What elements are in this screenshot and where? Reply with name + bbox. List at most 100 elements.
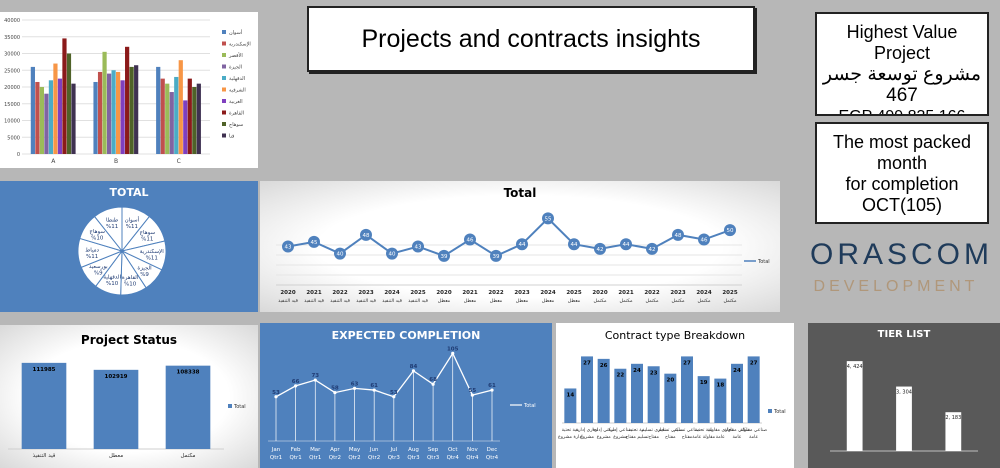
pie-slice-label: طنطا (106, 218, 118, 224)
y-tick-label: 0 (17, 152, 20, 158)
data-label: 53 (390, 390, 398, 396)
data-label: 50 (727, 228, 734, 234)
legend-swatch (222, 122, 226, 126)
total-pie-svg: أسوان%11سوهاج%11الإسكندرية%11الجيزة%9الق… (77, 206, 167, 296)
data-label: 42 (649, 247, 656, 253)
data-point (274, 395, 278, 399)
x-tick-label: تجاري إدارة (576, 428, 599, 433)
y-tick-label: 5000 (7, 135, 20, 141)
x-tick-year: 2021 (618, 290, 633, 296)
data-point (672, 228, 684, 241)
x-tick-month: Sep (428, 447, 439, 453)
x-tick-quarter: Qtr2 (348, 455, 360, 461)
packed-month-value: OCT(105) (861, 195, 942, 215)
data-label: 48 (675, 233, 682, 239)
x-tick-year: 2021 (306, 290, 321, 296)
bar (747, 356, 760, 423)
x-tick-label: بنية تحتية (695, 428, 712, 433)
legend-label: الإسكندرية (229, 42, 251, 48)
x-tick-status: قيد التنفيذ (356, 298, 376, 304)
pie-slice-label: الجيزة (137, 266, 152, 272)
total-pie-title: TOTAL (109, 186, 149, 199)
tier-list-title: TIER LIST (877, 329, 931, 340)
series-line (275, 352, 493, 398)
data-point (313, 378, 317, 382)
x-tick-quarter: Qtr3 (407, 455, 420, 461)
x-tick-month: Jan (271, 447, 281, 453)
regions-bar-chart-svg: 0 5000 10000 15000 20000 25000 30000 35000 40000… (4, 18, 251, 165)
x-tick-quarter: Qtr3 (388, 455, 401, 461)
legend-swatch (222, 133, 226, 138)
x-tick-year: 2021 (462, 290, 477, 296)
x-tick-year: 2023 (514, 290, 529, 296)
x-tick-year: 2024 (540, 290, 555, 296)
pie-slice-pct: %11 (126, 224, 138, 230)
x-tick-status: مكتمل (697, 298, 711, 304)
bar (714, 378, 727, 423)
bar (697, 376, 710, 423)
x-tick-quarter: Qtr3 (427, 455, 440, 461)
x-tick-year: 2022 (488, 290, 503, 296)
data-point (352, 386, 357, 391)
x-tick-status: قيد التنفيذ (382, 298, 402, 304)
x-tick-status: قيد التنفيذ (304, 298, 324, 304)
x-tick-label: مفتاح (648, 435, 659, 440)
data-label: 111985 (33, 367, 56, 373)
legend-label: أسوان (229, 29, 243, 36)
total-line-svg: 43 2020 قيد التنفيذ 45 2021 قيد التنفيذ 40 2022… (276, 212, 770, 304)
bar (169, 92, 174, 154)
bar (664, 373, 677, 423)
x-tick-label: تسليم مفتاح (625, 435, 649, 440)
x-tick-status: مكتمل (619, 298, 633, 304)
total-line-title: Total (503, 186, 537, 200)
x-tick-label: سكني إدارة (593, 427, 615, 433)
data-point (594, 242, 606, 255)
data-label: 105 (447, 346, 459, 352)
packed-month-card: The most packed month for completion OCT… (815, 122, 989, 224)
data-point (412, 240, 424, 253)
x-tick-year: 2024 (696, 290, 711, 296)
bar (581, 356, 593, 423)
data-label: 46 (467, 238, 474, 244)
bar (97, 71, 103, 154)
x-tick-label: صناعي إدارة (608, 428, 632, 433)
highest-value-project: مشروع توسعة جسر 467 (822, 64, 982, 106)
x-tick-quarter: Qtr4 (486, 455, 499, 461)
pie-slice-pct: %10 (124, 281, 137, 287)
x-tick-status: معطل (438, 298, 451, 304)
tier-list-chart: TIER LIST 4, 424 3, 304 2, 183 (808, 323, 1000, 468)
bar (183, 100, 188, 154)
data-label: 63 (351, 381, 359, 387)
x-tick-label: سكني تسليم (658, 427, 683, 433)
x-tick-month: Feb (291, 447, 301, 453)
logo-sub: DEVELOPMENT (813, 278, 979, 295)
project-status-title: Project Status (80, 333, 178, 347)
x-tick-label: A (51, 158, 56, 165)
x-tick-quarter: Qtr1 (309, 455, 321, 461)
bar (192, 87, 197, 154)
data-label: 43 (285, 245, 292, 251)
data-label: 58 (331, 386, 339, 392)
data-point (334, 247, 346, 260)
x-tick-status: معطل (516, 298, 529, 304)
pie-slice-label: سوهاج (89, 229, 105, 235)
x-tick-year: 2020 (592, 290, 607, 296)
x-tick-label: مشروع (580, 435, 595, 440)
x-tick-month: Dec (487, 447, 498, 453)
bar (93, 369, 139, 449)
data-point (333, 390, 337, 395)
legend-swatch (222, 64, 226, 69)
x-tick-status: قيد التنفيذ (330, 298, 350, 304)
legend-swatch (222, 76, 226, 80)
x-tick-month: May (349, 447, 361, 453)
bar (21, 362, 67, 449)
data-point (464, 233, 476, 246)
data-label: 44 (623, 242, 630, 248)
tier-list-svg: 4, 424 3, 304 2, 183 (830, 361, 978, 452)
x-tick-label: مشروع (613, 435, 628, 440)
x-tick-year: 2020 (436, 290, 451, 296)
total-pie-chart: TOTAL أسوان %11 سوهاج %11 الإسكندرية %11 الجيز… (0, 181, 258, 312)
bar (57, 78, 63, 154)
data-label: 61 (370, 383, 378, 389)
x-tick-label: مفتاح (682, 435, 693, 440)
